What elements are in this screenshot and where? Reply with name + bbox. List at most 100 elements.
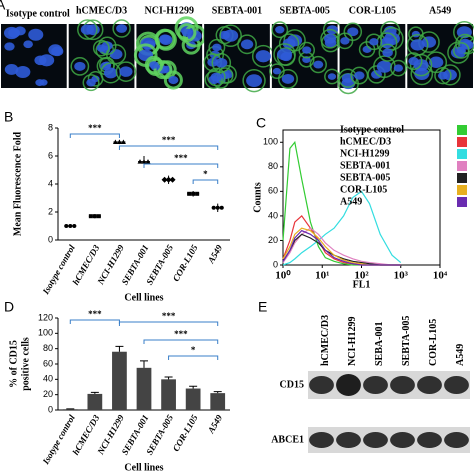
nucleus (354, 71, 365, 80)
cell-membrane (350, 66, 369, 85)
data-point (145, 159, 151, 164)
cell-membrane (271, 21, 289, 39)
significance-label: *** (88, 123, 102, 133)
histogram-curve (282, 227, 401, 266)
blot-strip (308, 427, 470, 453)
image-label: NCI-H1299 (145, 5, 194, 16)
image-label: SEBTA-005 (280, 5, 330, 16)
nucleus (275, 25, 285, 34)
error-bar (213, 391, 222, 394)
data-point (191, 191, 196, 196)
cell-membrane (82, 74, 100, 92)
nucleus (116, 24, 128, 33)
error-bar (140, 360, 148, 368)
nucleus (376, 60, 393, 73)
blot-band (363, 432, 388, 448)
y-tick-label: 20 (268, 235, 278, 245)
x-axis-label: FL1 (353, 279, 371, 290)
data-point (187, 191, 192, 196)
significance-label: * (191, 345, 196, 355)
legend-label: hCMEC/D3 (340, 136, 391, 147)
data-point (161, 176, 168, 183)
cell-membrane (204, 70, 223, 89)
data-point (116, 139, 122, 144)
cell-membrane (207, 67, 226, 87)
nucleus (210, 72, 222, 82)
significance-label: *** (88, 309, 102, 319)
significance-bracket (192, 179, 219, 184)
cell-membrane (452, 42, 470, 59)
cell-membrane (434, 66, 452, 85)
nucleus (74, 61, 86, 71)
nucleus (393, 64, 404, 72)
cell-membrane (378, 43, 397, 62)
y-tick-label: 40 (43, 374, 53, 384)
cell-membrane (336, 32, 354, 50)
y-axis-label: positive cells (20, 337, 31, 391)
bar (62, 409, 78, 410)
row-label: CD15 (280, 379, 304, 390)
nucleus (103, 67, 118, 79)
data-point (169, 176, 176, 183)
nucleus (168, 76, 179, 85)
bar (161, 379, 176, 410)
significance-bracket (143, 163, 219, 168)
significance-label: *** (174, 153, 188, 163)
nucleus (281, 73, 295, 84)
data-point (165, 176, 172, 183)
cell-membrane (365, 33, 383, 51)
bar (210, 393, 226, 410)
image-label: Isotype control (6, 8, 70, 19)
error-bar (115, 345, 124, 352)
cell-membrane (219, 24, 242, 48)
legend-label: SEBTA-005 (340, 172, 390, 183)
significance-bracket (69, 319, 120, 324)
x-axis-label: Cell lines (124, 292, 163, 303)
nucleus (429, 56, 444, 68)
y-axis-label: Counts (252, 182, 263, 213)
data-point (72, 224, 77, 228)
significance-label: *** (162, 311, 176, 321)
nucleus (302, 46, 312, 54)
image-label: A549 (429, 5, 451, 16)
y-tick-label: 6 (48, 150, 53, 160)
y-tick-label: 120 (38, 312, 53, 322)
nucleus (215, 57, 228, 68)
nucleus (461, 40, 474, 50)
nucleus (149, 61, 159, 69)
legend-swatch (457, 185, 467, 195)
histogram-curve (282, 229, 401, 266)
nucleus (4, 42, 15, 51)
blot-band (363, 376, 388, 394)
x-tick-label: A549 (205, 243, 224, 266)
legend-label: NCI-H1299 (340, 148, 389, 159)
data-point (141, 159, 147, 164)
nucleus (4, 64, 19, 75)
nucleus (86, 78, 96, 87)
nucleus (223, 29, 239, 42)
significance-bracket (168, 355, 219, 360)
x-tick-label: 10⁰ (275, 270, 291, 282)
cell-membrane (92, 39, 110, 57)
lane-label: SEBTA-005 (401, 316, 412, 366)
nucleus (272, 67, 282, 75)
significance-bracket (118, 321, 219, 326)
legend-swatch (457, 137, 467, 147)
data-point (195, 191, 200, 196)
y-tick-label: 100 (38, 328, 53, 338)
legend-label: SEBTA-001 (340, 160, 390, 171)
y-tick-label: 60 (43, 358, 53, 368)
nucleus (109, 49, 123, 60)
nucleus (410, 39, 425, 51)
cell-membrane (208, 38, 226, 56)
nucleus (39, 79, 48, 86)
legend-label: COR-L105 (340, 184, 387, 195)
histogram-curve (282, 190, 402, 266)
nucleus (456, 46, 466, 55)
bar (136, 367, 152, 410)
nucleus (340, 37, 350, 45)
data-point (120, 139, 126, 144)
lane-label: hCMEC/D3 (320, 315, 331, 366)
y-tick-label: 4 (48, 178, 53, 188)
